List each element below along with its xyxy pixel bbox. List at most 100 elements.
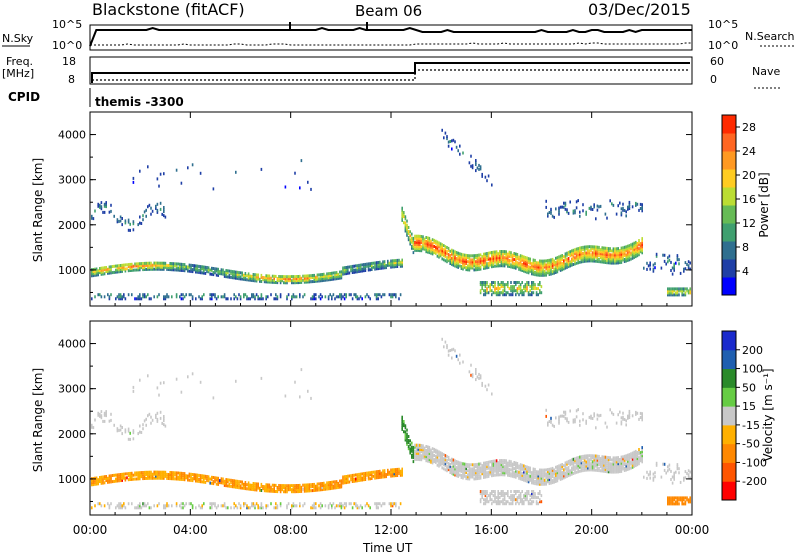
velocity-cell	[591, 417, 594, 420]
power-cell	[481, 283, 483, 287]
velocity-cell	[689, 470, 691, 474]
power-cell	[471, 254, 474, 258]
nave-tick-high: 60	[710, 55, 724, 68]
velocity-cell	[265, 483, 267, 487]
power-cell	[612, 261, 615, 265]
velocity-cell	[150, 472, 152, 476]
power-cell	[473, 256, 475, 260]
power-cell	[356, 268, 359, 272]
power-cell	[255, 277, 258, 281]
velocity-cell	[582, 465, 584, 468]
velocity-cell	[118, 477, 120, 481]
velocity-cell	[379, 475, 381, 479]
power-cell	[326, 272, 328, 276]
velocity-cell	[179, 471, 181, 475]
power-cell	[603, 250, 605, 254]
velocity-cell	[540, 494, 543, 498]
power-cell	[497, 258, 499, 262]
power-cell	[116, 295, 119, 299]
velocity-cell	[393, 472, 395, 476]
power-cell	[411, 240, 413, 244]
velocity-cell	[566, 460, 568, 464]
power-cell	[425, 242, 427, 245]
power-cell	[556, 270, 559, 274]
velocity-cell	[500, 473, 503, 477]
velocity-cell	[579, 457, 581, 461]
power-cell	[345, 272, 347, 276]
velocity-cell	[292, 484, 295, 488]
power-cell	[483, 266, 485, 270]
power-cell	[452, 259, 455, 263]
velocity-cell	[481, 472, 483, 476]
velocity-cell	[489, 460, 491, 464]
power-cell	[462, 259, 464, 263]
velocity-cell	[470, 373, 472, 377]
velocity-cell	[265, 506, 267, 510]
velocity-cell	[579, 455, 581, 459]
velocity-cell	[687, 469, 690, 473]
velocity-cell	[601, 455, 603, 459]
power-cell	[518, 261, 520, 265]
power-cell	[518, 255, 520, 259]
x-tick-label: 00:00	[73, 523, 108, 537]
power-cell	[635, 251, 637, 254]
power-cell	[540, 259, 543, 263]
velocity-cell	[575, 456, 578, 460]
power-cell	[103, 295, 106, 299]
velocity-cell	[652, 478, 655, 482]
velocity-cell	[252, 486, 255, 490]
power-cell	[574, 256, 576, 260]
power-cell	[451, 260, 453, 264]
power-cell	[143, 261, 146, 265]
velocity-cell	[580, 461, 583, 465]
power-cell	[191, 268, 194, 272]
power-cell	[673, 268, 675, 272]
velocity-cell	[566, 472, 568, 476]
velocity-cell	[267, 483, 269, 487]
power-cell	[267, 280, 269, 284]
velocity-cell	[196, 473, 199, 477]
power-cell	[676, 254, 679, 258]
power-cell	[222, 272, 224, 276]
power-cell	[334, 297, 336, 301]
velocity-cell	[391, 470, 394, 474]
power-cell	[641, 205, 643, 209]
velocity-cell	[337, 504, 339, 508]
power-cell	[391, 263, 394, 267]
power-cell	[687, 266, 690, 270]
velocity-cell	[142, 423, 144, 427]
power-cell	[139, 293, 141, 297]
velocity-cell	[444, 468, 447, 472]
velocity-cell	[91, 479, 93, 483]
velocity-cell	[643, 475, 645, 479]
power-cell	[431, 246, 434, 250]
velocity-cell	[684, 470, 687, 474]
power-cell	[668, 289, 671, 293]
power-colorbar-cell	[722, 229, 736, 236]
power-cell	[486, 283, 488, 287]
velocity-cell	[393, 502, 395, 506]
velocity-cell	[537, 492, 539, 496]
velocity-cell	[292, 504, 295, 508]
velocity-cell	[638, 458, 640, 462]
power-cell	[97, 202, 99, 206]
power-cell	[475, 268, 477, 272]
power-cell	[555, 262, 557, 266]
nsky-series	[89, 26, 692, 47]
power-cell	[433, 238, 435, 242]
power-cell	[620, 207, 623, 211]
power-cell	[598, 205, 600, 209]
velocity-cell	[543, 468, 546, 472]
velocity-cell	[515, 467, 517, 471]
power-cell	[228, 269, 231, 273]
power-cell	[527, 291, 530, 295]
power-cell	[566, 265, 568, 269]
velocity-cell	[343, 481, 346, 485]
velocity-cell	[471, 469, 474, 473]
velocity-cell	[415, 445, 418, 449]
power-cell	[95, 267, 98, 271]
power-cell	[515, 262, 517, 266]
velocity-cell	[623, 418, 626, 421]
power-cell	[100, 266, 103, 270]
nave-series	[92, 69, 690, 81]
